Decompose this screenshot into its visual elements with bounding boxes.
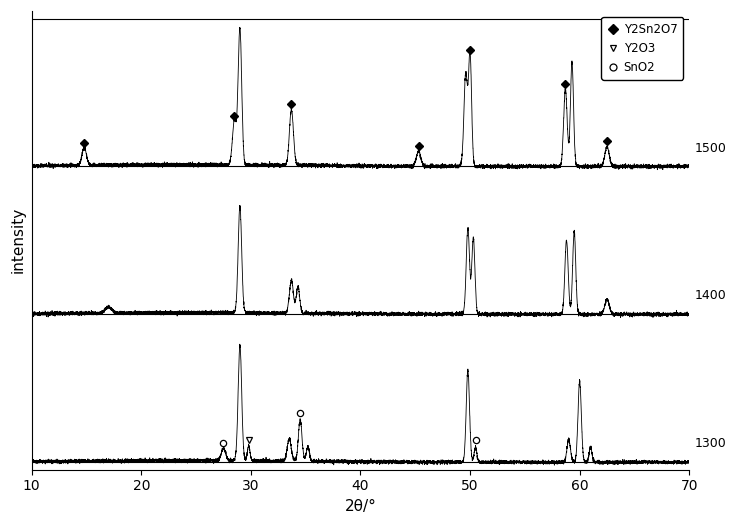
Legend: Y2Sn2O7, Y2O3, SnO2: Y2Sn2O7, Y2O3, SnO2 xyxy=(601,17,683,80)
Y-axis label: intensity: intensity xyxy=(11,207,26,274)
Text: 1500: 1500 xyxy=(695,142,727,154)
Text: 1300: 1300 xyxy=(695,437,727,450)
X-axis label: 2θ/°: 2θ/° xyxy=(344,499,377,514)
Text: 1400: 1400 xyxy=(695,289,727,302)
